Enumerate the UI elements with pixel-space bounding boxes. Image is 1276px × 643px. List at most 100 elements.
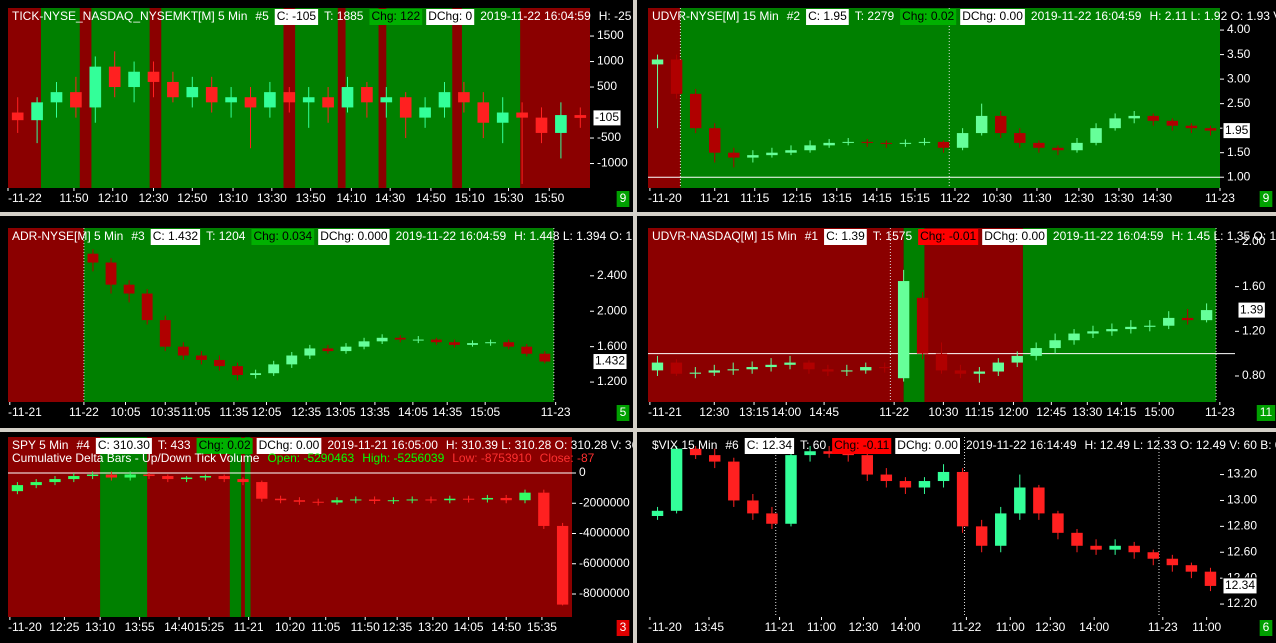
x-tick-label: 14:15 [1106, 405, 1136, 419]
candle-body [467, 343, 478, 345]
candle-body [376, 337, 388, 342]
x-tick-label: -11-20 [648, 620, 682, 634]
candle-body [331, 500, 343, 503]
candle-body [264, 92, 276, 108]
x-tick-label: 14:50 [416, 191, 446, 205]
x-tick-label: 11:05 [311, 620, 340, 634]
candle-body [804, 451, 816, 456]
candle-body [992, 362, 1004, 372]
candle-body [368, 499, 381, 501]
candle-body [973, 371, 986, 374]
candle-body [1147, 552, 1159, 559]
candle-body [394, 337, 406, 340]
x-tick-label: 10:35 [150, 405, 180, 419]
x-tick-label: 13:15 [739, 405, 769, 419]
candle-body [503, 342, 515, 347]
candle-body [1011, 355, 1023, 363]
candle-body [1185, 125, 1198, 129]
candle-body [177, 346, 189, 356]
header-text: T: 433 [158, 438, 191, 452]
candle-body [444, 498, 456, 501]
x-tick-label: 11-23 [1205, 191, 1235, 205]
candle-body [1033, 487, 1045, 514]
header-text: 2019-11-22 16:04:59 [480, 9, 591, 23]
candle-body [159, 320, 171, 347]
candle-body [105, 474, 118, 478]
candle-body [162, 476, 174, 480]
header-box [982, 229, 1047, 245]
candle-body [462, 498, 475, 500]
x-tick-label: 10:20 [275, 620, 305, 634]
candle-body [1109, 118, 1121, 129]
x-tick-label: 15:50 [534, 191, 564, 205]
x-tick-label: 13:30 [1104, 191, 1134, 205]
candle-body [496, 112, 509, 123]
candle-body [68, 476, 80, 480]
panel-badge-box [1259, 620, 1273, 636]
panel-badge: 11 [1260, 405, 1273, 419]
y-tick-label: -2000000 [579, 495, 630, 509]
candle-body [918, 141, 931, 143]
x-tick-label: 14:30 [375, 191, 405, 205]
header-text: 2019-11-22 16:14:49 [966, 438, 1077, 452]
header-text: DChg: 0.00 [962, 9, 1023, 23]
header-text: H: 1.448 L: 1.394 O: 1.398 [514, 229, 656, 243]
candle-body [244, 97, 257, 108]
candle-body [322, 348, 334, 352]
session-region [648, 8, 681, 188]
x-tick-label: 12:25 [49, 620, 79, 634]
candle-body [105, 262, 117, 285]
candle-body [916, 297, 929, 354]
header-box [150, 229, 201, 245]
candle-body [822, 369, 834, 372]
candle-body [30, 482, 42, 486]
header-text: Chg: -0.01 [920, 229, 976, 243]
x-tick-label: 11:00 [807, 620, 836, 634]
candle-body [87, 253, 99, 263]
x-tick-label: -11-20 [648, 191, 682, 205]
y-tick-label: -1000 [597, 156, 628, 170]
candle-body [651, 362, 664, 371]
candle-body [1166, 558, 1179, 566]
plot-area [648, 437, 1220, 617]
header-box [900, 9, 957, 25]
x-tick-label: 13:50 [296, 191, 326, 205]
candle-body [823, 142, 835, 146]
candle-body [128, 71, 140, 88]
x-tick-label: 12:35 [382, 620, 412, 634]
candle-body [11, 112, 24, 121]
candle-body [1166, 120, 1179, 126]
session-region [83, 228, 554, 402]
x-tick-label: 13:05 [326, 405, 356, 419]
candle-body [765, 364, 777, 368]
candle-body [500, 497, 512, 501]
header-text: C: -105 [277, 9, 317, 23]
y-tick-label: 2.400 [597, 268, 627, 282]
candle-body [286, 355, 298, 365]
header-text: Cumulative Delta Bars - Up/Down Tick Vol… [12, 451, 260, 465]
x-tick-label: 11:15 [740, 191, 769, 205]
candle-body [861, 455, 873, 475]
x-tick-label: 14:30 [1142, 191, 1172, 205]
y-tick-label: 3.50 [1227, 47, 1251, 61]
session-region [8, 8, 41, 188]
candle-body [956, 471, 969, 527]
header-text: 2019-11-21 16:05:00 [327, 438, 438, 452]
candle-body [937, 471, 950, 482]
candle-body [766, 152, 778, 156]
candle-body [412, 339, 424, 341]
header-text: Open: -5290463 [267, 451, 354, 465]
header-box [960, 9, 1025, 25]
session-region [648, 228, 904, 402]
session-region [1022, 228, 1217, 402]
header-text: Low: -8753910 [452, 451, 532, 465]
y-tick-label: 1.600 [597, 339, 627, 353]
candle-body [1185, 565, 1198, 572]
candle-body [419, 107, 431, 118]
header-box [895, 438, 960, 454]
header-text: #1 [805, 229, 819, 243]
header-text: UDVR-NASDAQ[M] 15 Min [652, 229, 797, 243]
last-price-label: 1.432 [595, 354, 625, 368]
candle-body [124, 474, 136, 478]
candle-body [250, 373, 262, 375]
